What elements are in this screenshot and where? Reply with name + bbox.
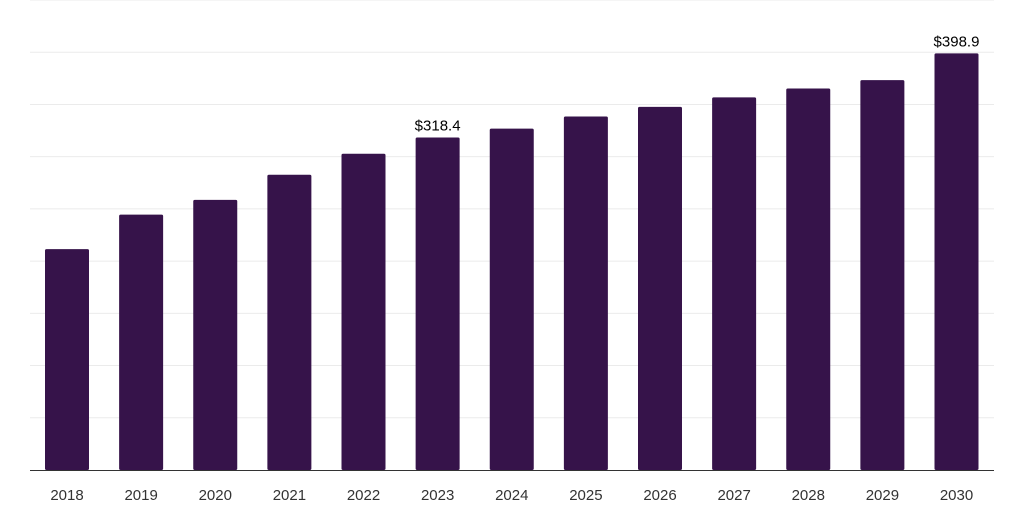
x-axis-ticks: 2018 2019 2020 2021 2022 2023 2024 2025 2026 2027…	[50, 487, 973, 504]
x-tick-label: 2021	[273, 487, 306, 504]
bars	[45, 53, 979, 471]
x-tick-label: 2028	[792, 487, 825, 504]
bar-2025	[563, 116, 608, 470]
bar-2024	[489, 128, 534, 471]
bar-2029	[860, 80, 905, 470]
bar-2022	[341, 153, 386, 470]
bar-2027	[712, 97, 757, 470]
x-tick-label: 2027	[717, 487, 750, 504]
x-tick-label: 2020	[199, 487, 232, 504]
bar-2021	[267, 174, 312, 471]
data-label: $398.9	[934, 33, 980, 50]
bar-2028	[786, 88, 831, 470]
bar-2020	[193, 199, 238, 470]
x-tick-label: 2022	[347, 487, 380, 504]
bar-2018	[45, 249, 89, 470]
bar-2023	[415, 137, 460, 470]
data-label: $318.4	[415, 117, 461, 134]
x-tick-label: 2023	[421, 487, 454, 504]
x-tick-label: 2024	[495, 487, 528, 504]
x-tick-label: 2029	[866, 487, 899, 504]
data-labels: $318.4 $398.9	[415, 33, 980, 134]
x-tick-label: 2030	[940, 487, 973, 504]
bar-2019	[119, 214, 164, 470]
x-tick-label: 2026	[643, 487, 676, 504]
bar-2030	[934, 53, 979, 470]
bar-2026	[638, 106, 682, 470]
x-tick-label: 2025	[569, 487, 602, 504]
x-tick-label: 2019	[124, 487, 157, 504]
x-tick-label: 2018	[50, 487, 83, 504]
